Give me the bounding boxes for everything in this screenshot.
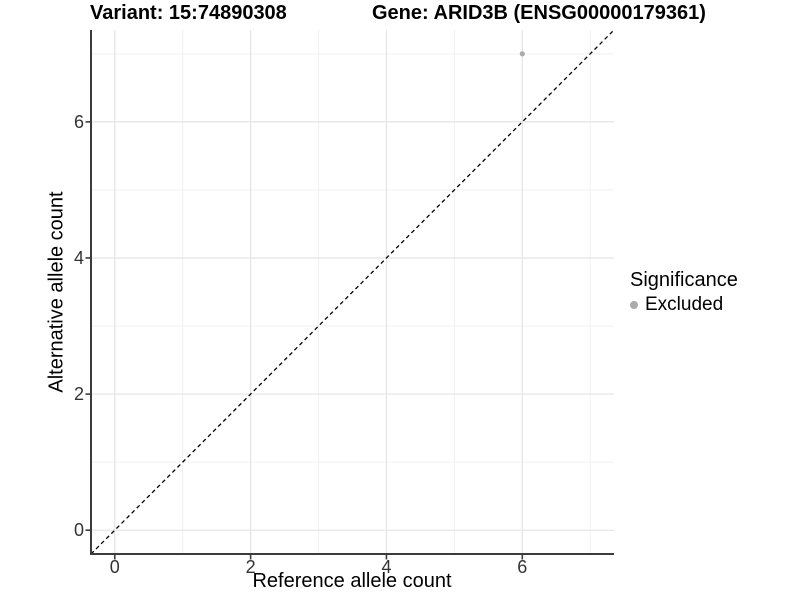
y-tick-label: 6 [74,112,84,132]
data-point [519,51,525,57]
y-axis-title: Alternative allele count [45,191,68,393]
x-axis-title: Reference allele count [252,570,452,592]
legend-title: Significance [630,269,738,291]
legend-item-excluded: Excluded [630,294,738,316]
x-tick-label: 2 [246,557,256,577]
legend-item-label: Excluded [645,294,724,315]
x-tick-label: 6 [517,557,527,577]
y-tick-label: 0 [74,520,84,540]
x-tick-label: 0 [110,557,120,577]
plot-title-gene: Gene: ARID3B (ENSG00000179361) [372,2,706,24]
legend: Significance Excluded [630,269,738,316]
plot-title-variant: Variant: 15:74890308 [90,2,287,24]
identity-dashed-line [90,29,615,555]
legend-point-icon [630,301,638,309]
y-tick-label: 4 [74,248,84,268]
x-tick-label: 4 [381,557,391,577]
y-tick-label: 2 [74,384,84,404]
